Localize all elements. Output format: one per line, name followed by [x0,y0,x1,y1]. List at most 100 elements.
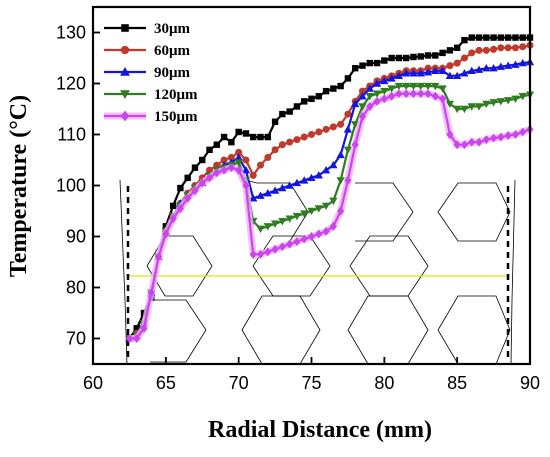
data-point [176,203,184,213]
data-point [461,36,468,44]
data-point [227,153,235,161]
data-point [285,215,294,223]
data-point [431,66,440,74]
data-point [395,89,403,99]
data-point [330,85,337,92]
data-point [293,136,301,144]
data-point [445,71,455,80]
legend-label: 150μm [154,109,198,125]
data-point [372,90,382,98]
data-point [169,202,177,210]
data-point [213,141,221,148]
data-point [387,85,396,93]
data-point [337,82,344,90]
data-point [300,210,309,218]
data-point [380,76,389,85]
data-point [241,166,251,174]
data-point [416,82,425,91]
data-point [351,140,359,150]
data-point [271,146,279,154]
data-point [352,65,359,72]
data-point [191,164,199,171]
data-point [503,97,513,105]
y-tick-label: 90 [66,227,86,247]
data-point [177,184,184,192]
data-point [394,82,404,91]
data-point [293,103,301,110]
data-point [329,221,337,231]
data-point [199,156,206,164]
data-point [519,127,527,137]
data-point [344,110,352,118]
data-point [380,87,389,96]
data-point [359,62,366,69]
data-point [184,174,191,182]
data-point [483,34,490,41]
x-tick-label: 80 [374,373,394,393]
data-point [518,93,527,101]
data-point [257,133,264,141]
legend: 30μm 60μm 90μm 120μm 150μm [104,21,198,125]
data-point [490,45,498,53]
data-point [133,325,140,332]
data-point [264,153,272,161]
data-point [191,186,199,196]
data-point [365,84,374,92]
data-point [256,225,265,234]
y-tick-label: 70 [66,329,86,349]
data-point [490,34,497,41]
data-point [431,91,439,101]
data-point [372,79,382,87]
data-point [489,64,498,72]
legend-item: 90μm [104,65,191,81]
data-point [155,252,163,262]
data-point [474,65,484,73]
data-point [329,123,337,131]
data-point [278,183,287,192]
data-point [453,59,461,67]
data-point [475,34,483,41]
data-point [206,146,213,153]
data-point [409,69,418,77]
data-point [329,197,338,205]
y-tick-label: 80 [66,278,86,298]
data-point [504,131,512,140]
data-point [409,89,417,99]
data-point [300,234,308,244]
legend-label: 90μm [154,65,191,81]
legend-swatch-marker [120,110,130,122]
legend-label: 30μm [154,21,191,37]
data-point [285,181,294,189]
data-point [301,98,308,105]
data-point [329,160,338,169]
data-point [475,137,483,147]
data-point [278,218,287,226]
series-layer [125,34,535,343]
data-point [511,44,519,52]
legend-swatch-marker [121,24,129,32]
data-point [235,148,243,156]
data-point [271,244,279,254]
data-point [511,60,520,68]
data-point [227,163,235,173]
data-point [286,138,294,146]
data-point [381,57,388,64]
data-point [256,191,265,199]
data-point [314,171,323,179]
data-point [482,135,490,145]
data-point [307,232,316,241]
data-point [503,61,513,69]
data-point [256,161,265,169]
data-point [467,66,476,74]
data-point [235,128,242,136]
x-tick-label: 65 [156,373,176,393]
data-point [453,105,462,114]
data-point [497,44,505,52]
data-point [474,103,484,111]
x-tick-label: 85 [447,373,467,393]
data-point [511,95,520,103]
legend-label: 120μm [154,87,198,103]
data-point [256,249,265,259]
data-point [235,165,243,175]
legend-label: 60μm [154,43,191,59]
